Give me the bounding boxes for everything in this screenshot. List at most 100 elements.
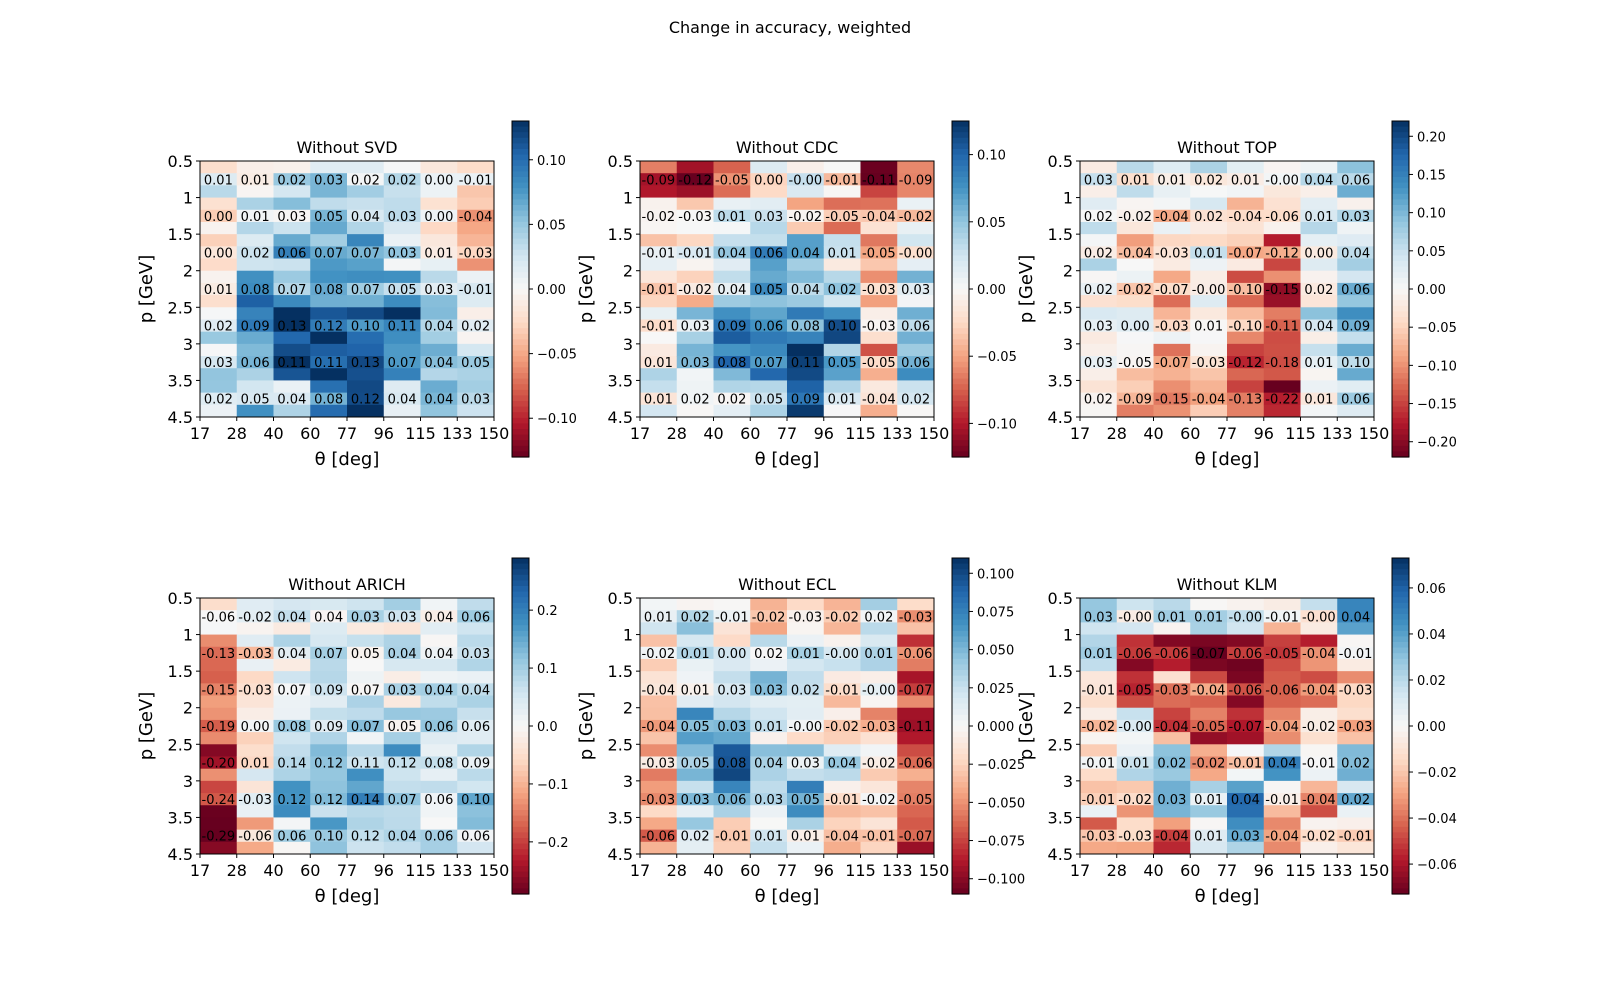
heatmap-cell xyxy=(1153,356,1191,369)
colorbar-tick-label: −0.02 xyxy=(1417,766,1457,781)
heatmap-cell xyxy=(823,209,861,223)
heatmap-cell xyxy=(1080,744,1118,757)
cell-label: 0.03 xyxy=(681,320,710,335)
heatmap-cell xyxy=(897,768,935,782)
heatmap-cell xyxy=(1263,173,1301,186)
heatmap-cell xyxy=(347,634,385,648)
y-tick-label: 1.5 xyxy=(168,662,193,681)
heatmap-cell xyxy=(713,368,751,381)
heatmap-cell xyxy=(383,707,421,721)
heatmap-cell xyxy=(676,622,714,636)
colorbar-segment xyxy=(1392,692,1409,699)
colorbar-segment xyxy=(512,843,529,850)
colorbar-segment xyxy=(512,770,529,777)
y-tick-label: 3.5 xyxy=(168,371,193,390)
colorbar-segment xyxy=(1392,602,1409,609)
colorbar-segment xyxy=(1392,860,1409,867)
cell-label: 0.02 xyxy=(681,610,710,625)
colorbar-segment xyxy=(1392,350,1409,357)
heatmap-cell xyxy=(310,598,348,611)
heatmap-cell xyxy=(860,683,898,697)
colorbar-segment xyxy=(952,305,969,312)
heatmap-cell xyxy=(1337,622,1375,636)
colorbar-segment xyxy=(952,328,969,335)
cell-label: 0.13 xyxy=(351,356,380,371)
heatmap-cell xyxy=(347,258,385,272)
heatmap-cell xyxy=(1153,610,1191,623)
colorbar-segment xyxy=(1392,675,1409,682)
heatmap-cell xyxy=(457,634,495,648)
heatmap-cell xyxy=(676,343,714,357)
heatmap-cell xyxy=(383,380,421,394)
cell-label: -0.04 xyxy=(1155,830,1189,845)
y-tick-label: 1.5 xyxy=(1048,225,1073,244)
cell-label: -0.02 xyxy=(642,210,676,225)
cell-label: -0.05 xyxy=(1192,720,1226,735)
heatmap-cell xyxy=(347,622,385,636)
cell-label: 0.07 xyxy=(277,683,306,698)
cell-label: 0.13 xyxy=(277,320,306,335)
heatmap-cell xyxy=(640,695,678,709)
heatmap-cell xyxy=(1190,343,1228,357)
heatmap-cell xyxy=(897,404,935,418)
heatmap-cell xyxy=(1337,793,1375,806)
heatmap-cell xyxy=(1300,197,1338,211)
x-tick-label: 28 xyxy=(1107,861,1127,880)
colorbar-segment xyxy=(1392,238,1409,245)
colorbar-segment xyxy=(512,882,529,889)
colorbar-tick-label: 0.04 xyxy=(1417,628,1446,643)
colorbar-segment xyxy=(952,888,969,895)
heatmap-cell xyxy=(897,197,935,211)
heatmap-cell xyxy=(1300,683,1338,697)
cell-label: -0.04 xyxy=(1229,210,1263,225)
heatmap-cell xyxy=(1337,683,1375,697)
y-tick-label: 3 xyxy=(623,772,633,791)
heatmap-cell xyxy=(420,744,458,757)
heatmap-cell xyxy=(1263,221,1301,235)
colorbar-tick-label: −0.050 xyxy=(977,796,1025,811)
heatmap-cell xyxy=(1337,368,1375,381)
heatmap-cell xyxy=(236,780,274,794)
colorbar-segment xyxy=(512,216,529,223)
heatmap-cell xyxy=(1263,234,1301,247)
cell-label: 0.01 xyxy=(241,210,270,225)
colorbar-segment xyxy=(1392,401,1409,408)
colorbar-segment xyxy=(952,199,969,206)
cell-label: 0.02 xyxy=(241,246,270,261)
heatmap-cell xyxy=(1190,658,1228,672)
cell-label: 0.02 xyxy=(1157,757,1186,772)
heatmap-cell xyxy=(713,392,751,406)
heatmap-cell xyxy=(1080,671,1118,684)
heatmap-cell xyxy=(787,404,825,418)
heatmap-cell xyxy=(640,756,678,770)
heatmap-cell xyxy=(897,356,935,369)
heatmap-cell xyxy=(823,234,861,247)
colorbar-segment xyxy=(1392,871,1409,878)
heatmap-cell xyxy=(1337,756,1375,770)
heatmap-cell xyxy=(457,829,495,843)
heatmap-cell xyxy=(457,817,495,831)
heatmap-cell xyxy=(236,817,274,831)
cell-label: 0.06 xyxy=(461,720,490,735)
heatmap-cell xyxy=(860,768,898,782)
heatmap-cell xyxy=(273,817,311,831)
heatmap-cell xyxy=(457,598,495,611)
colorbar-segment xyxy=(1392,625,1409,632)
heatmap-cell xyxy=(236,841,274,855)
heatmap-cell xyxy=(713,829,751,843)
heatmap-cell xyxy=(640,610,678,623)
heatmap-cell xyxy=(273,404,311,418)
heatmap-cell xyxy=(1263,658,1301,672)
heatmap-cell xyxy=(1190,634,1228,648)
heatmap-cell xyxy=(273,634,311,648)
cell-label: -0.07 xyxy=(1229,246,1263,261)
cell-label: -0.22 xyxy=(1265,393,1299,408)
cell-label: 0.02 xyxy=(828,283,857,298)
heatmap-cell xyxy=(1190,829,1228,843)
cell-label: 0.06 xyxy=(277,246,306,261)
cell-label: 0.07 xyxy=(388,356,417,371)
cell-label: 0.06 xyxy=(277,830,306,845)
heatmap-cell xyxy=(640,343,678,357)
heatmap-cell xyxy=(347,234,385,247)
